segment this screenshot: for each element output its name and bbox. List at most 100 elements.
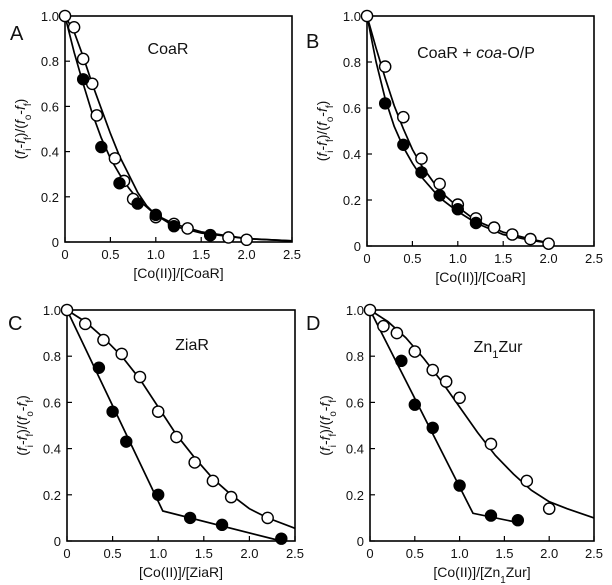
y-label-subscript: i xyxy=(25,445,36,447)
data-point-open xyxy=(240,233,253,247)
y-label-run: - xyxy=(14,406,30,411)
data-point-open xyxy=(415,152,428,165)
panel-a: 0 0.5 1.0 1.5 2.0 2.5 0 0.2 0.4 0.6 0.8 1.0 A CoaR [Co… xyxy=(10,9,301,281)
x-tick-label: 2.5 xyxy=(585,546,603,561)
y-label-run: ) xyxy=(14,395,30,400)
panel-c: 0 0.5 1.0 1.5 2.0 2.5 0 0.2 0.4 0.6 0.8 1.0 C ZiaR [Co… xyxy=(8,303,304,580)
y-label-run: f xyxy=(12,138,28,144)
y-tick-label: 0.4 xyxy=(346,442,364,457)
data-point-open xyxy=(433,177,446,191)
data-point-filled xyxy=(426,421,439,435)
data-point-filled xyxy=(415,166,428,179)
y-tick-label: 0.8 xyxy=(346,349,364,364)
data-point-filled xyxy=(395,354,408,368)
data-point-filled xyxy=(106,405,119,418)
y-tick-label: 0 xyxy=(354,239,361,254)
data-point-open xyxy=(408,345,422,358)
x-tick-label: 2.5 xyxy=(585,251,603,266)
data-point-filled xyxy=(397,138,410,151)
panel-letter: D xyxy=(306,313,320,335)
plot-frame xyxy=(366,15,595,247)
x-tick-label: 1.5 xyxy=(195,546,213,561)
y-label-subscript: f xyxy=(23,137,34,140)
y-axis-label: (fi-ff)/(fo-ff) xyxy=(314,101,336,162)
y-label-run: ) xyxy=(314,101,330,106)
text-run: 1 xyxy=(492,349,498,361)
fit-curve xyxy=(369,309,518,524)
data-point-open xyxy=(78,317,92,331)
data-point-open xyxy=(224,490,238,504)
x-axis-label: [Co(II)]/[Zn1Zur] xyxy=(433,564,530,585)
data-point-filled xyxy=(275,532,288,545)
y-label-subscript: i xyxy=(325,151,336,153)
data-point-open xyxy=(222,231,235,244)
data-point-open xyxy=(181,222,194,235)
y-label-run: f xyxy=(14,401,30,407)
data-point-open xyxy=(58,9,72,23)
text-run: Zn xyxy=(474,339,493,356)
data-point-open xyxy=(60,303,74,317)
data-point-open xyxy=(67,20,81,34)
y-tick-label: 0.4 xyxy=(41,145,59,160)
data-point-filled xyxy=(76,73,90,86)
plot-frame xyxy=(64,15,293,243)
panel-title: ZiaR xyxy=(175,337,209,354)
plot-frame xyxy=(66,309,296,542)
x-tick-label: 1.5 xyxy=(495,546,513,561)
fit-curve xyxy=(366,15,554,245)
data-point-filled xyxy=(469,216,483,230)
x-tick-label: 0 xyxy=(61,247,68,262)
y-label-subscript: i xyxy=(328,445,339,447)
y-label-subscript: f xyxy=(328,433,339,436)
data-point-filled xyxy=(151,488,165,501)
fit-curve xyxy=(369,309,595,519)
y-label-run: )/( xyxy=(317,420,333,434)
data-point-filled xyxy=(453,479,466,492)
y-tick-label: 1.0 xyxy=(41,9,59,24)
data-point-open xyxy=(505,228,519,241)
data-point-filled xyxy=(511,514,525,527)
y-tick-label: 1.0 xyxy=(346,303,364,318)
data-point-filled xyxy=(378,97,392,110)
y-label-run: )/( xyxy=(14,420,30,434)
x-tick-label: 0.5 xyxy=(403,251,421,266)
panel-b: 0 0.5 1.0 1.5 2.0 2.5 0 0.2 0.4 0.6 0.8 1.0 B CoaR + … xyxy=(306,9,603,285)
data-point-open xyxy=(520,474,534,488)
panel-title: CoaR xyxy=(148,41,189,58)
y-label-run: ( xyxy=(317,451,333,456)
plot-frame xyxy=(369,309,595,542)
y-label-subscript: o xyxy=(25,411,36,417)
x-tick-label: 2.0 xyxy=(238,247,256,262)
data-point-open xyxy=(261,511,274,525)
y-tick-label: 0.6 xyxy=(43,395,61,410)
fit-curve xyxy=(66,309,282,542)
y-label-run: ( xyxy=(12,154,28,159)
y-axis-label: (fi-ff)/(fo-ff) xyxy=(14,395,36,456)
y-label-run: ( xyxy=(14,451,30,456)
y-label-run: - xyxy=(12,144,28,149)
data-point-open xyxy=(542,502,556,515)
y-label-subscript: i xyxy=(23,149,34,151)
data-point-open xyxy=(363,303,377,317)
y-label-run: f xyxy=(314,140,330,146)
data-point-filled xyxy=(215,518,229,532)
data-point-filled xyxy=(484,509,498,522)
y-tick-label: 1.0 xyxy=(43,303,61,318)
y-tick-label: 0.4 xyxy=(343,147,361,162)
data-point-filled xyxy=(149,208,162,222)
y-label-run: f xyxy=(317,401,333,407)
x-tick-label: 1.0 xyxy=(451,546,469,561)
y-label-subscript: f xyxy=(25,400,36,403)
text-run: [Co(II)]/[ZiaR] xyxy=(139,564,223,580)
y-label-run: f xyxy=(12,149,28,155)
y-label-run: f xyxy=(14,415,30,421)
x-axis-label: [Co(II)]/[ZiaR] xyxy=(139,564,223,580)
y-label-subscript: f xyxy=(325,139,336,142)
x-tick-label: 0 xyxy=(63,546,70,561)
y-label-run: f xyxy=(14,445,30,451)
x-tick-label: 1.0 xyxy=(149,546,167,561)
data-point-open xyxy=(108,152,122,165)
x-tick-label: 2.0 xyxy=(540,546,558,561)
x-tick-label: 2.0 xyxy=(540,251,558,266)
panel-title: CoaR + coa-O/P xyxy=(417,45,535,62)
